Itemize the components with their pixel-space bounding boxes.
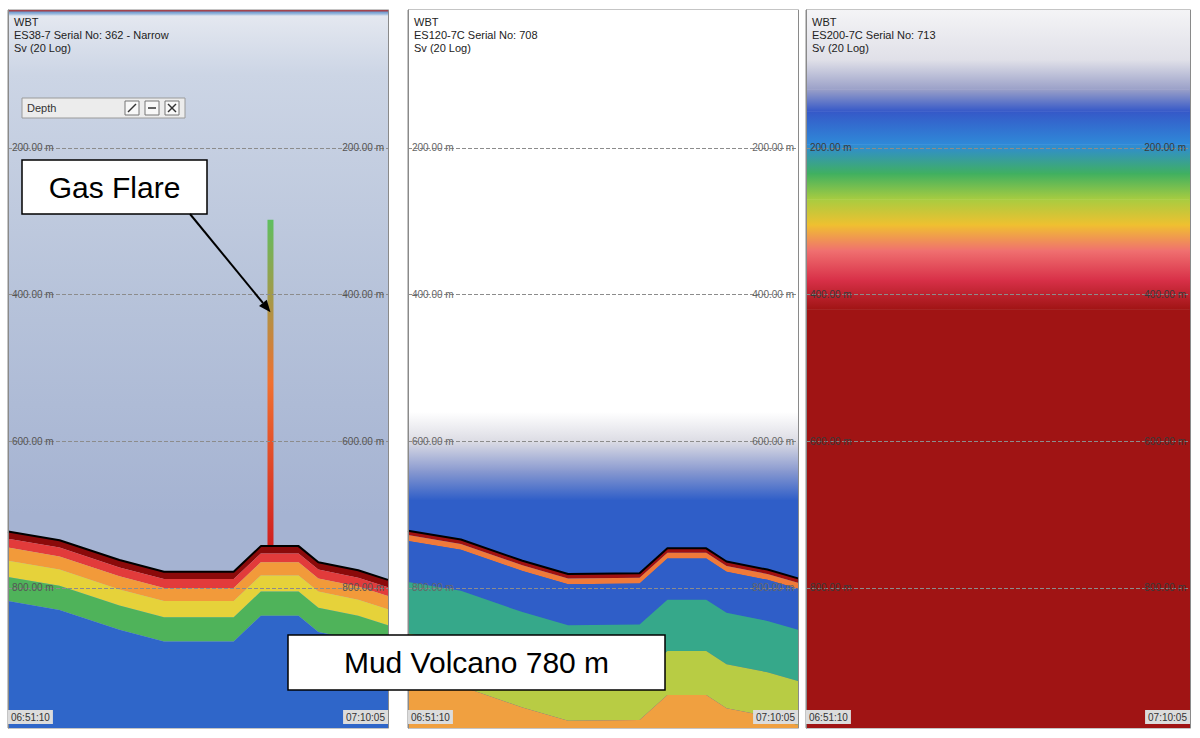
svg-text:600.00 m: 600.00 m [342,436,384,447]
svg-text:200.00 m: 200.00 m [12,142,54,153]
svg-text:07:10:05: 07:10:05 [1148,712,1187,723]
svg-text:06:51:10: 06:51:10 [11,712,50,723]
svg-text:800.00 m: 800.00 m [810,582,852,593]
svg-text:600.00 m: 600.00 m [412,436,454,447]
svg-text:Gas Flare: Gas Flare [49,171,181,204]
svg-text:WBT: WBT [812,16,837,28]
svg-text:200.00 m: 200.00 m [810,142,852,153]
svg-text:ES200-7C Serial No: 713: ES200-7C Serial No: 713 [812,29,936,41]
svg-text:07:10:05: 07:10:05 [756,712,795,723]
svg-text:ES38-7 Serial No: 362 - Narrow: ES38-7 Serial No: 362 - Narrow [14,29,169,41]
svg-text:400.00 m: 400.00 m [412,289,454,300]
svg-text:800.00 m: 800.00 m [342,582,384,593]
svg-text:06:51:10: 06:51:10 [809,712,848,723]
svg-text:600.00 m: 600.00 m [1144,436,1186,447]
svg-text:WBT: WBT [14,16,39,28]
svg-text:200.00 m: 200.00 m [1144,142,1186,153]
svg-text:400.00 m: 400.00 m [342,289,384,300]
svg-text:Sv (20 Log): Sv (20 Log) [414,42,471,54]
svg-text:800.00 m: 800.00 m [12,582,54,593]
svg-text:400.00 m: 400.00 m [752,289,794,300]
svg-text:WBT: WBT [414,16,439,28]
svg-text:800.00 m: 800.00 m [1144,582,1186,593]
svg-text:Mud Volcano 780 m: Mud Volcano 780 m [344,646,609,679]
svg-text:600.00 m: 600.00 m [12,436,54,447]
svg-text:Depth: Depth [27,102,56,114]
svg-text:800.00 m: 800.00 m [412,582,454,593]
svg-text:07:10:05: 07:10:05 [346,712,385,723]
svg-text:Sv (20 Log): Sv (20 Log) [14,42,71,54]
svg-text:400.00 m: 400.00 m [810,289,852,300]
svg-text:200.00 m: 200.00 m [752,142,794,153]
svg-text:200.00 m: 200.00 m [342,142,384,153]
svg-text:06:51:10: 06:51:10 [411,712,450,723]
svg-text:600.00 m: 600.00 m [810,436,852,447]
svg-text:600.00 m: 600.00 m [752,436,794,447]
svg-text:ES120-7C Serial No: 708: ES120-7C Serial No: 708 [414,29,538,41]
svg-text:200.00 m: 200.00 m [412,142,454,153]
svg-text:800.00 m: 800.00 m [752,582,794,593]
svg-text:400.00 m: 400.00 m [12,289,54,300]
svg-text:400.00 m: 400.00 m [1144,289,1186,300]
svg-text:Sv (20 Log): Sv (20 Log) [812,42,869,54]
